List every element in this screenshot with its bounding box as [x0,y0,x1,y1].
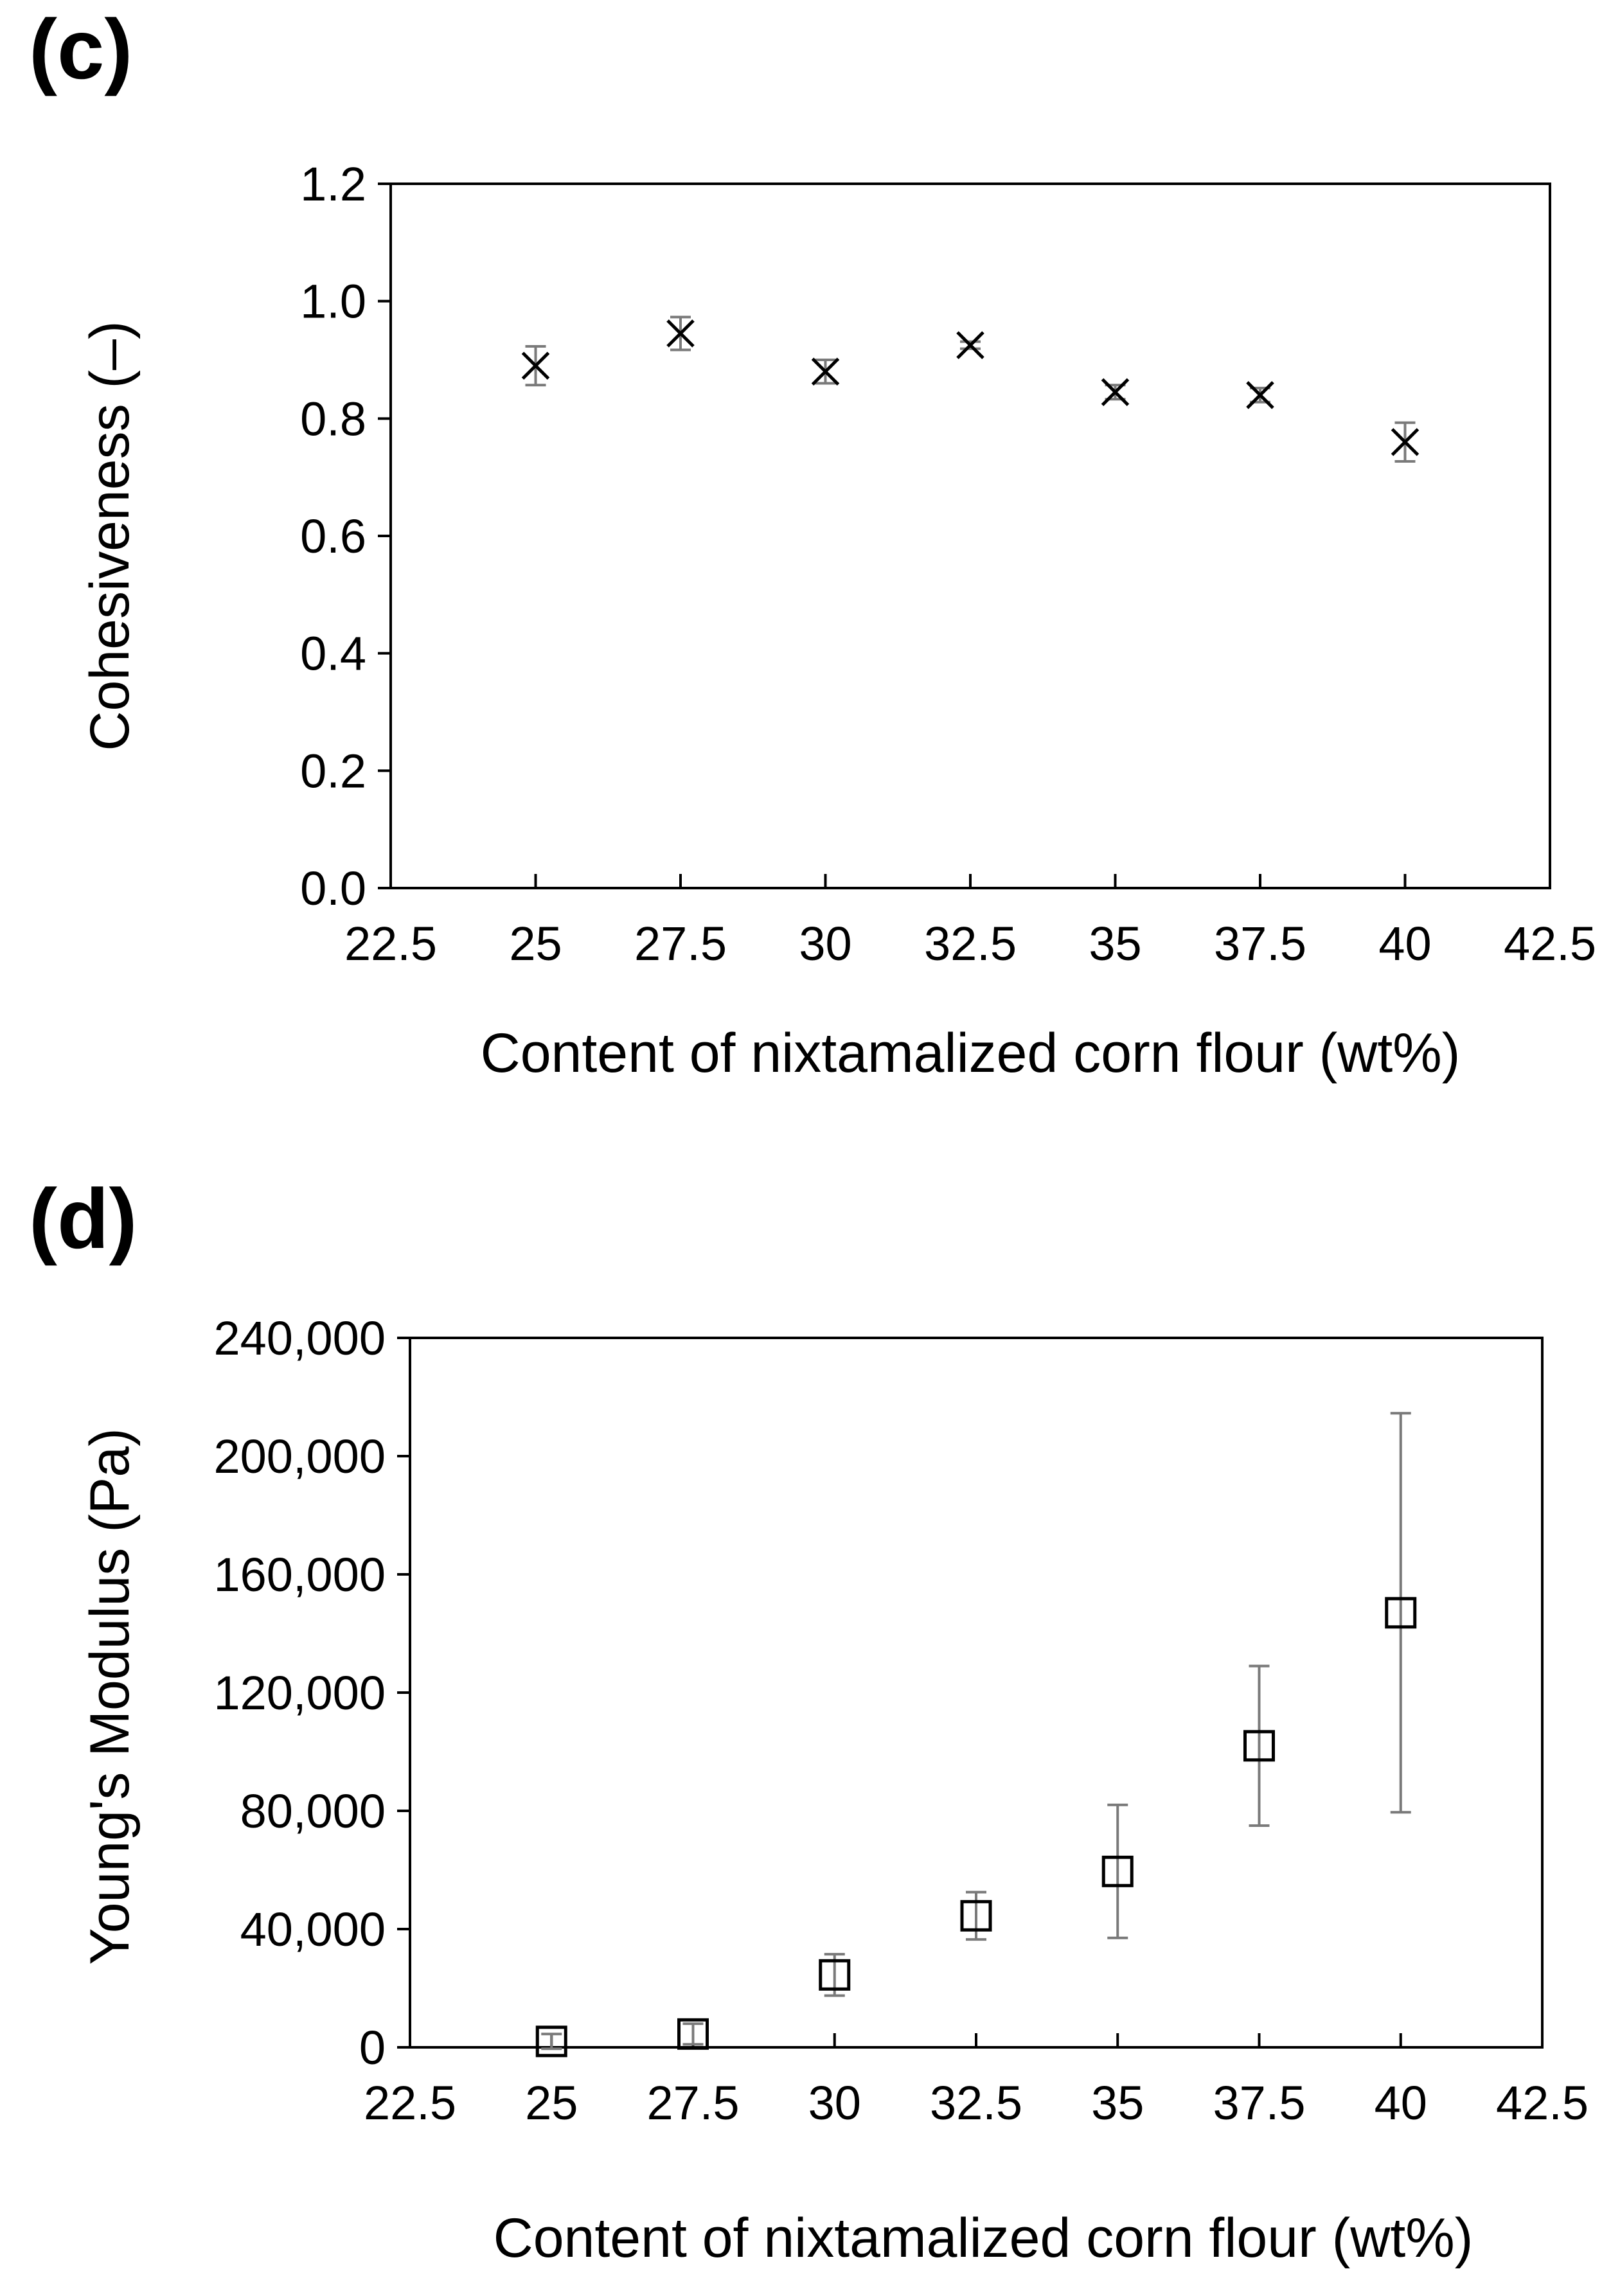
x-axis-title: Content of nixtamalized corn flour (wt%) [494,2207,1473,2269]
x-tick-label: 40 [1378,917,1431,970]
x-tick-label: 30 [799,917,851,970]
y-axis-title: Young's Modulus (Pa) [79,1428,141,1965]
x-axis: 22.5 25 27.5 30 32.5 35 37.5 40 42.5 [344,874,1596,970]
y-tick-label: 160,000 [214,1548,386,1601]
x-axis: 22.5 25 27.5 30 32.5 35 37.5 40 42.5 [364,2033,1589,2130]
square-marker [819,1959,851,1991]
data-point [521,344,550,387]
square-marker [535,2025,567,2058]
data-point [535,2025,567,2058]
youngs-modulus-chart: (d) 22.5 25 27.5 30 32.5 35 37.5 40 42.5 0 40,000… [29,1171,1589,2269]
data-point [1101,1803,1134,1939]
y-tick-label: 0.0 [300,862,366,915]
x-tick-label: 37.5 [1213,2076,1305,2130]
y-tick-label: 120,000 [214,1666,386,1720]
y-tick-label: 80,000 [240,1784,386,1838]
cohesiveness-chart: (c) 22.5 25 27.5 30 32.5 35 37.5 40 42.5 0.00.20… [29,2,1596,1084]
x-tick-label: 42.5 [1504,917,1596,970]
x-marker [956,331,984,359]
y-axis: 0 40,000 80,000 120,000 160,000 200,000 240,00… [214,1312,410,2074]
square-marker [677,2018,709,2050]
x-tick-label: 40 [1375,2076,1427,2130]
x-tick-label: 22.5 [344,917,437,970]
y-tick-label: 0.2 [300,744,366,797]
data-point [1246,381,1274,409]
square-marker [1243,1730,1275,1762]
data-series [535,1412,1417,2058]
y-tick-label: 0.4 [300,627,366,681]
x-marker [811,357,840,386]
data-point [1391,421,1420,463]
plot-frame [409,1337,1544,2049]
data-point [1243,1664,1275,1827]
y-tick-label: 1.2 [300,157,366,211]
x-tick-label: 27.5 [634,917,727,970]
x-tick-label: 35 [1091,2076,1144,2130]
data-point [677,2018,709,2050]
x-marker [1391,428,1420,456]
x-tick-label: 37.5 [1214,917,1306,970]
square-marker [1101,1855,1134,1887]
y-tick-label: 0.8 [300,392,366,445]
square-marker [960,1900,992,1932]
data-point [1101,378,1130,407]
y-tick-label: 0 [359,2021,386,2074]
y-tick-label: 40,000 [240,1903,386,1956]
x-tick-label: 32.5 [924,917,1017,970]
x-tick-label: 42.5 [1496,2076,1589,2130]
x-tick-label: 35 [1089,917,1141,970]
y-tick-label: 200,000 [214,1430,386,1483]
data-point [960,1891,992,1941]
panel-label-c: (c) [29,2,132,96]
x-tick-label: 22.5 [364,2076,456,2130]
data-series [521,316,1420,463]
y-axis: 0.0 0.2 0.4 0.6 0.8 1.0 1.2 [300,157,391,915]
data-point [811,357,840,386]
data-point [666,316,695,352]
y-tick-label: 1.0 [300,275,366,328]
y-tick-label: 0.6 [300,510,366,563]
x-tick-label: 25 [525,2076,578,2130]
x-tick-label: 32.5 [930,2076,1022,2130]
x-marker [1101,378,1130,407]
y-axis-title: Cohesiveness (–) [79,321,141,751]
x-marker [521,352,550,380]
data-point [1385,1412,1417,1814]
x-tick-label: 25 [509,917,562,970]
plot-frame [389,182,1551,889]
x-marker [666,319,695,348]
x-tick-label: 27.5 [646,2076,739,2130]
data-point [956,331,984,359]
data-point [819,1953,851,1997]
panel-label-d: (d) [29,1171,138,1266]
square-marker [1385,1597,1417,1629]
x-marker [1246,381,1274,409]
y-tick-label: 240,000 [214,1312,386,1365]
x-tick-label: 30 [808,2076,861,2130]
x-axis-title: Content of nixtamalized corn flour (wt%) [481,1022,1461,1084]
